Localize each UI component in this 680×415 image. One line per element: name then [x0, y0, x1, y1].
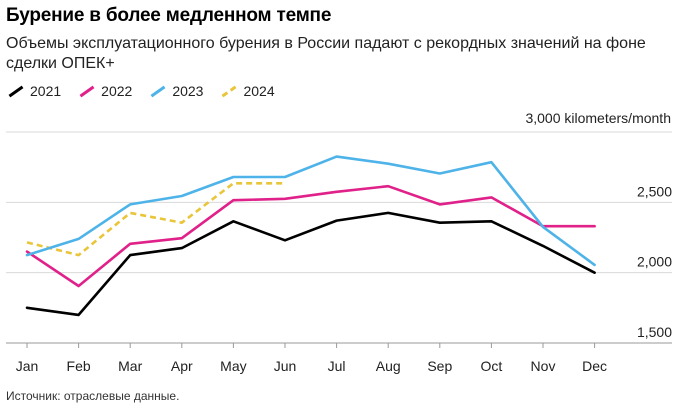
legend-label-2022: 2022	[101, 83, 133, 99]
legend-item-2023: 2023	[150, 83, 203, 99]
x-tick-label-0: Jan	[16, 358, 39, 374]
series-line-2021	[25, 211, 596, 317]
x-tick-label-10: Nov	[531, 358, 556, 374]
y-tick-label-0: 2,500	[637, 183, 672, 199]
x-tick-label-5: Jun	[274, 358, 297, 374]
legend-label-2023: 2023	[172, 83, 204, 99]
y-tick-label-2: 1,500	[637, 324, 672, 340]
x-tick-label-6: Jul	[328, 358, 346, 374]
series-line-2024	[26, 182, 285, 257]
series-line-2022	[25, 184, 596, 288]
x-tick-label-8: Sep	[427, 358, 452, 374]
x-tick-label-9: Oct	[481, 358, 503, 374]
chart-subtitle: Объемы эксплуатационного бурения в Росси…	[6, 35, 646, 72]
y-tick-label-1: 2,000	[637, 254, 672, 270]
unit-label: 3,000 kilometers/month	[525, 110, 671, 126]
legend-label-2021: 2021	[30, 83, 62, 99]
x-tick-label-3: Apr	[171, 358, 193, 374]
line-chart: 2,500 2,000 1,500 Jan Feb Mar Apr May Jun Jul Aug S…	[6, 131, 672, 374]
x-tick-label-1: Feb	[67, 358, 91, 374]
chart-title: Бурение в более медленном темпе	[6, 5, 332, 26]
x-tick-label-11: Dec	[582, 358, 607, 374]
legend-label-2024: 2024	[243, 83, 275, 99]
x-tick-label-2: Mar	[118, 358, 142, 374]
legend-item-2021: 2021	[8, 83, 61, 99]
chart-legend: 2021 2022 2023 2024	[8, 83, 275, 99]
series-line-2023	[25, 155, 596, 267]
source-note: Источник: отраслевые данные.	[6, 389, 180, 403]
legend-item-2022: 2022	[79, 83, 132, 99]
x-tick-label-4: May	[220, 358, 246, 374]
legend-item-2024: 2024	[221, 83, 275, 99]
x-tick-label-7: Aug	[376, 358, 401, 374]
